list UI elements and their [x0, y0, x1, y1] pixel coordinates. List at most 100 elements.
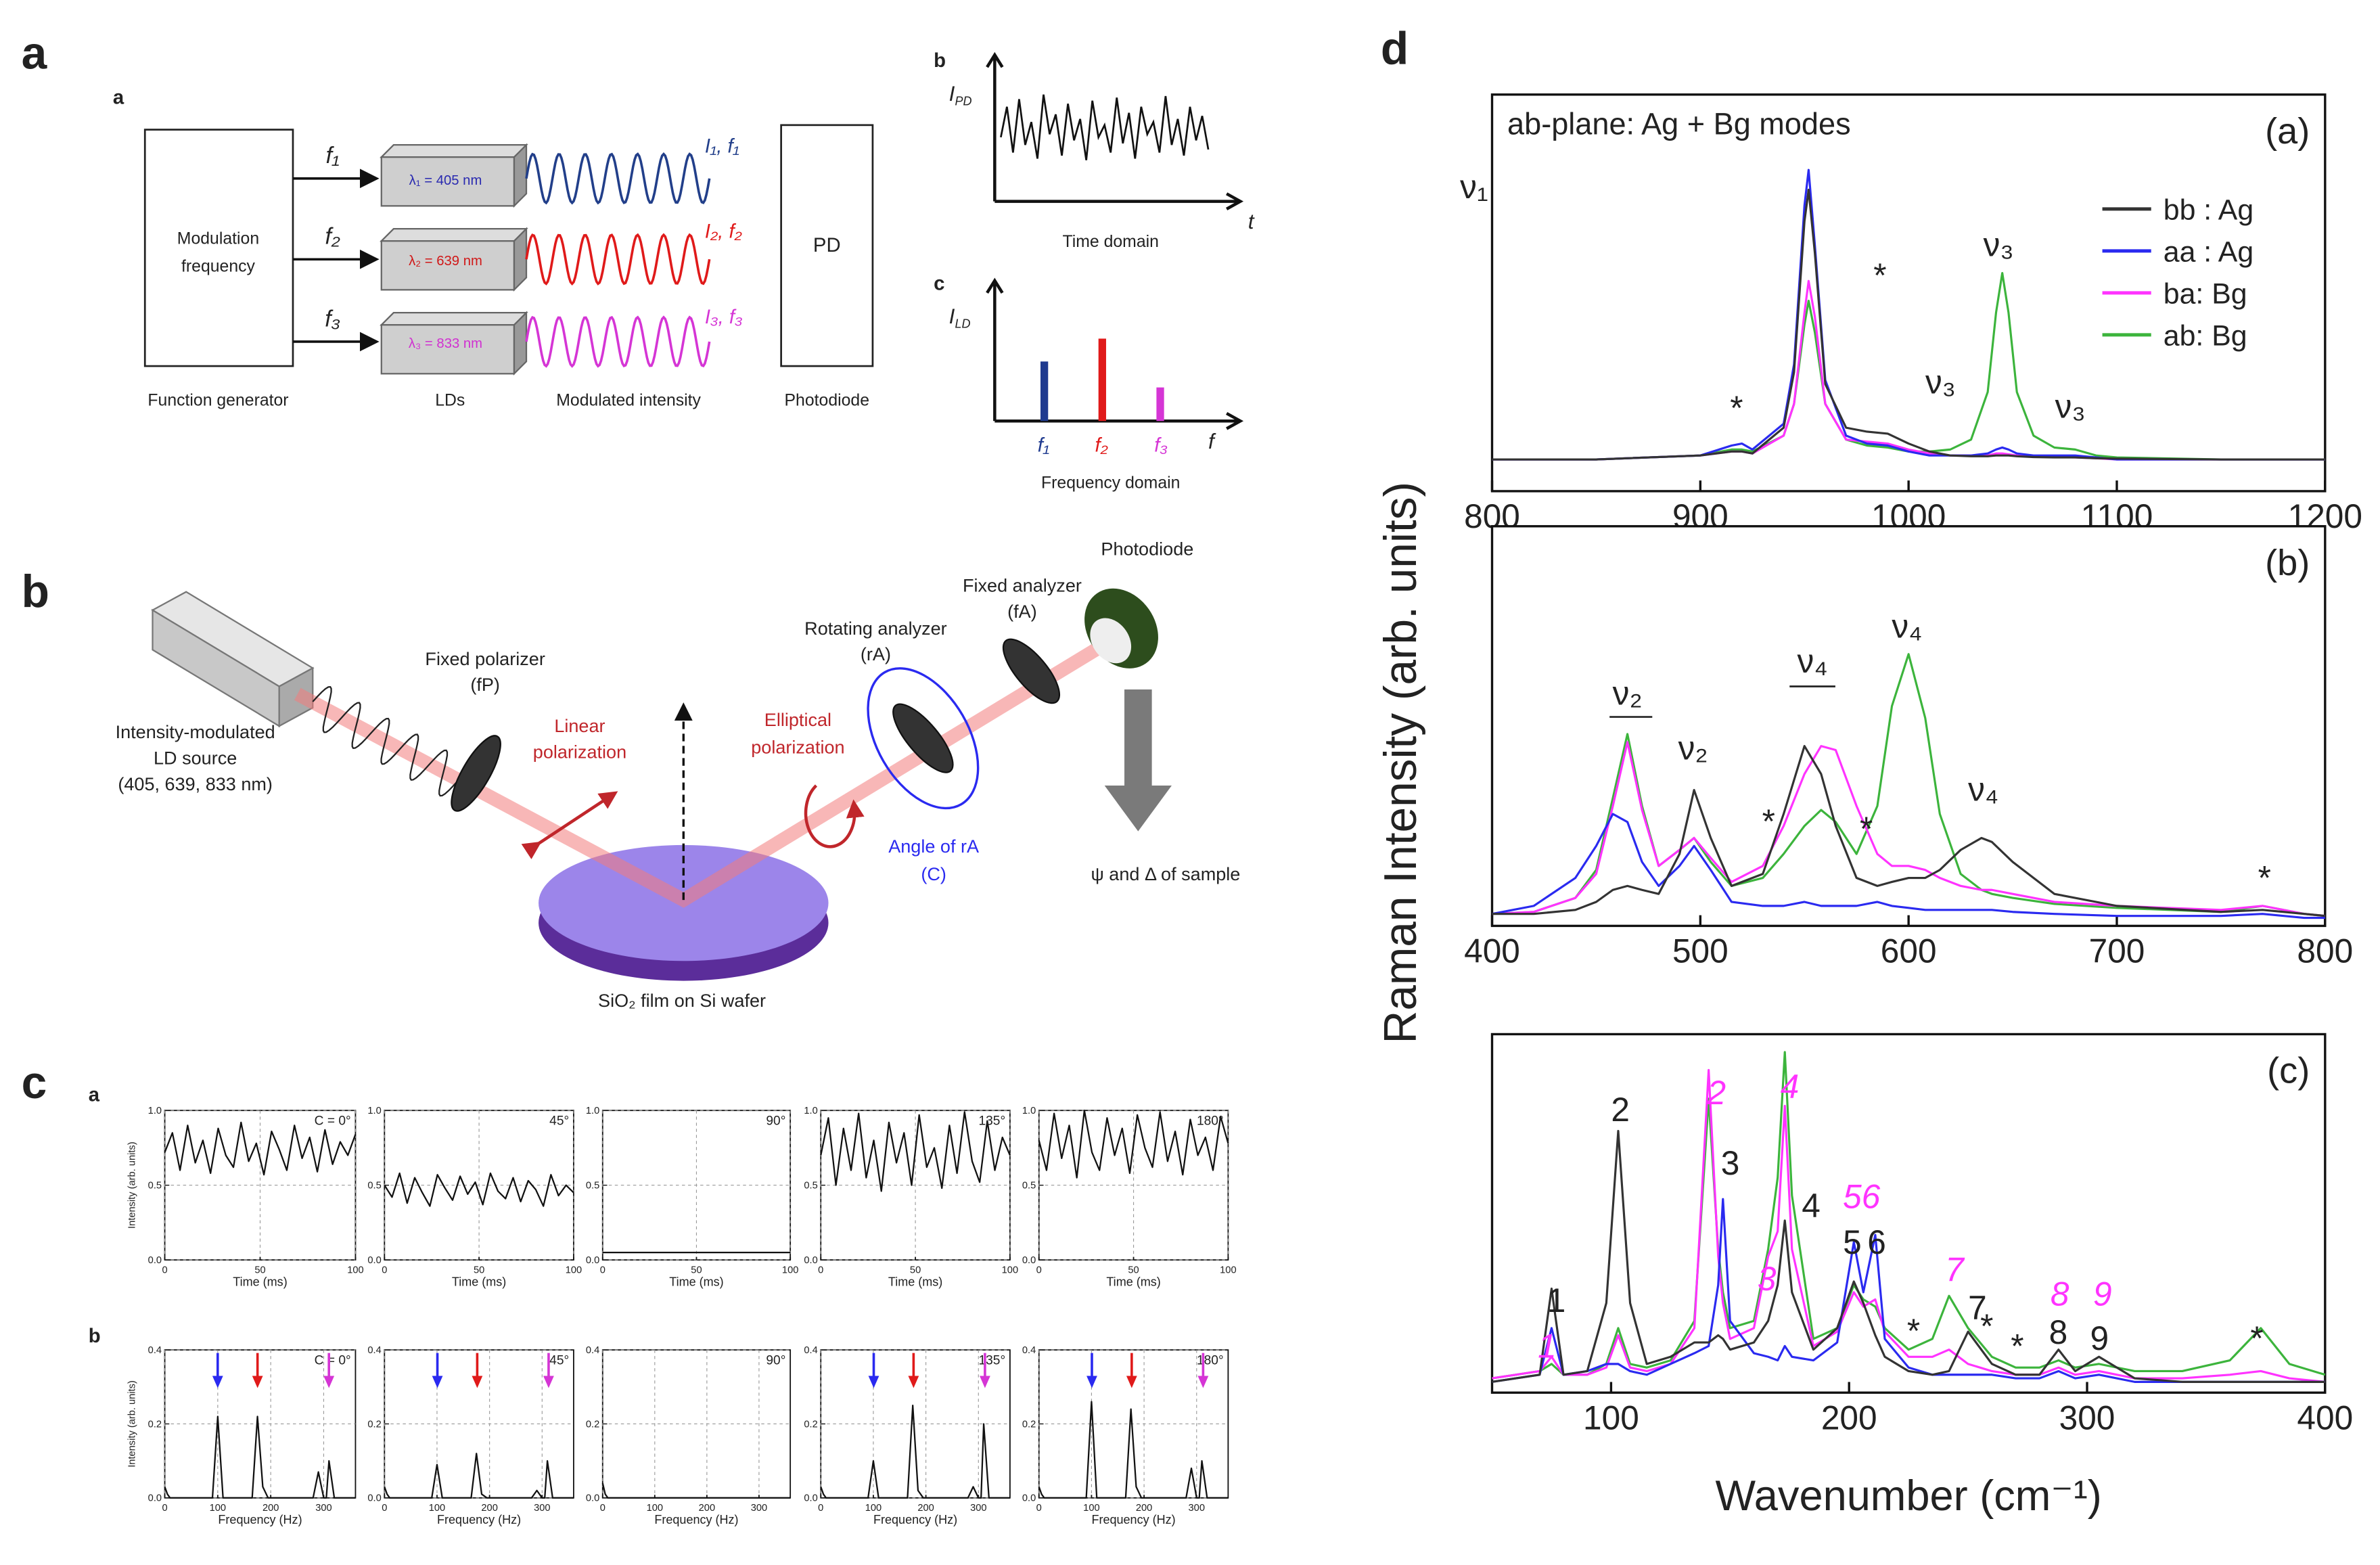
symbol: I: [949, 304, 955, 328]
rotating-analyzer: [892, 703, 954, 773]
frequency-label: f₃: [325, 306, 340, 332]
fixed-analyzer: [1002, 638, 1061, 704]
chart-label: 45°: [549, 1354, 569, 1368]
chart-label: C = 0°: [315, 1114, 351, 1129]
y-tick-label: 1.0: [148, 1106, 162, 1116]
series-line: [384, 1172, 574, 1207]
y-tick-label: 0.2: [1022, 1419, 1036, 1430]
x-tick-label: 50: [474, 1265, 484, 1275]
annotation: *: [1873, 256, 1886, 294]
y-tick-label: 0.4: [804, 1345, 817, 1356]
annotation: *: [1730, 389, 1743, 427]
series-line: [820, 1111, 1011, 1192]
tick-symbol: f₃: [1154, 434, 1168, 456]
frequency-label: f₁: [326, 143, 340, 168]
y-tick-label: 0.2: [367, 1419, 381, 1430]
peak-arrowhead: [980, 1376, 990, 1388]
laser-label: λ₃ = 833 nm: [409, 336, 482, 351]
x-tick-label: 50: [254, 1265, 265, 1275]
peak-arrowhead: [472, 1376, 483, 1388]
caption: LDs: [435, 392, 465, 410]
series-line: [1492, 1198, 2325, 1383]
chart-label: 45°: [549, 1114, 569, 1129]
laser-diodes: [380, 143, 528, 376]
x-tick-label: 100: [865, 1503, 882, 1514]
x-tick-label: 0: [600, 1503, 605, 1514]
annotation: *: [1860, 810, 1873, 848]
wave-label: I₁, f₁: [705, 135, 739, 157]
ld-side: [513, 227, 528, 292]
x-tick-label: 50: [691, 1265, 702, 1275]
photodiode-label: Photodiode: [1101, 539, 1193, 560]
x-axis-label: Frequency (Hz): [654, 1513, 738, 1526]
peak-arrowhead: [868, 1376, 879, 1388]
analyzer-label: (rA): [861, 644, 891, 664]
x-tick-label: 100: [1002, 1265, 1018, 1275]
angle-label: (C): [921, 864, 946, 884]
plot-frame: [164, 1349, 357, 1499]
peak-arrowhead: [1197, 1376, 1209, 1388]
series-line: [1492, 1068, 2325, 1383]
annotation: 6: [1867, 1223, 1886, 1261]
caption: Time domain: [1063, 233, 1159, 251]
ld-top: [380, 312, 528, 326]
output-label: ψ and Δ of sample: [1091, 864, 1241, 884]
chart: 0.0 0.2 0.4 0 100 200 300 180° Frequency (Hz): [1022, 1345, 1229, 1526]
chart-label: 180°: [1197, 1354, 1224, 1368]
panel-label: b: [22, 566, 49, 617]
sub-label: c: [934, 272, 944, 294]
axis-symbol: f: [1208, 429, 1216, 453]
x-tick-label: 200: [1821, 1399, 1877, 1436]
analyzer-label: Fixed analyzer: [963, 576, 1082, 596]
chart: 0.0 0.2 0.4 0 100 200 300 90° Frequency (Hz): [586, 1345, 792, 1526]
series-line: [1038, 1401, 1229, 1499]
annotation: *: [1907, 1312, 1920, 1350]
annotation: 2: [1611, 1091, 1630, 1129]
chart-label: 90°: [766, 1114, 785, 1129]
chart: 800 900 1000 1100 1200(a)ab-plane: Ag + Bg m…: [1464, 93, 2362, 535]
annotation: *: [2250, 1319, 2263, 1357]
x-tick-label: 100: [647, 1503, 663, 1514]
wave: [525, 315, 711, 368]
x-axis-label: Frequency (Hz): [1091, 1513, 1175, 1526]
polarization-label: Elliptical: [764, 710, 831, 730]
peak-arrowhead: [252, 1376, 263, 1388]
legend-label: ba: Bg: [2164, 278, 2247, 311]
annotation: 3: [1721, 1144, 1740, 1182]
x-tick-label: 200: [262, 1503, 279, 1514]
polarization-label: Linear: [554, 716, 605, 736]
plot-frame: [1490, 93, 2327, 493]
x-tick-label: 0: [818, 1503, 823, 1514]
y-tick-label: 0.2: [586, 1419, 599, 1430]
y-axis-label: Intensity (arb. units): [127, 1380, 138, 1468]
axis-symbol: IPD: [949, 81, 972, 108]
annotation: *: [1980, 1307, 1993, 1345]
x-tick-label: 0: [1036, 1503, 1042, 1514]
annotation: ν₃: [1984, 226, 2014, 264]
photodiode-window: [1090, 618, 1132, 664]
panel-label: c: [22, 1058, 47, 1108]
x-tick-label: 300: [534, 1503, 550, 1514]
y-tick-label: 0.0: [367, 1255, 381, 1266]
peak-arrowhead: [1086, 1376, 1097, 1388]
chart: 100 200 300 400 (c) Wavenumber (cm⁻¹): [1490, 1033, 2353, 1520]
angle-label: Angle of rA: [888, 836, 979, 857]
tick-symbol: f₁: [1038, 434, 1049, 456]
chart-title: ab-plane: Ag + Bg modes: [1507, 106, 1851, 141]
series-line: [1492, 745, 2325, 917]
annotation: 1: [1538, 1327, 1557, 1365]
axis-symbol: ILD: [949, 304, 971, 331]
series-line: [1038, 1110, 1229, 1179]
x-tick-label: 100: [429, 1503, 445, 1514]
ld-front: [380, 324, 516, 375]
y-tick-label: 0.5: [1022, 1181, 1036, 1192]
series-line: [1492, 813, 2325, 920]
y-tick-label: 0.5: [586, 1181, 599, 1192]
laser-label: λ₁ = 405 nm: [409, 173, 482, 188]
x-axis-label: Frequency (Hz): [218, 1513, 302, 1526]
rotation-ring: [867, 667, 980, 810]
legend-label: aa : Ag: [2164, 236, 2253, 269]
output-arrow: [1104, 689, 1172, 832]
x-tick-label: 300: [2059, 1399, 2115, 1436]
y-tick-label: 0.4: [367, 1345, 381, 1356]
